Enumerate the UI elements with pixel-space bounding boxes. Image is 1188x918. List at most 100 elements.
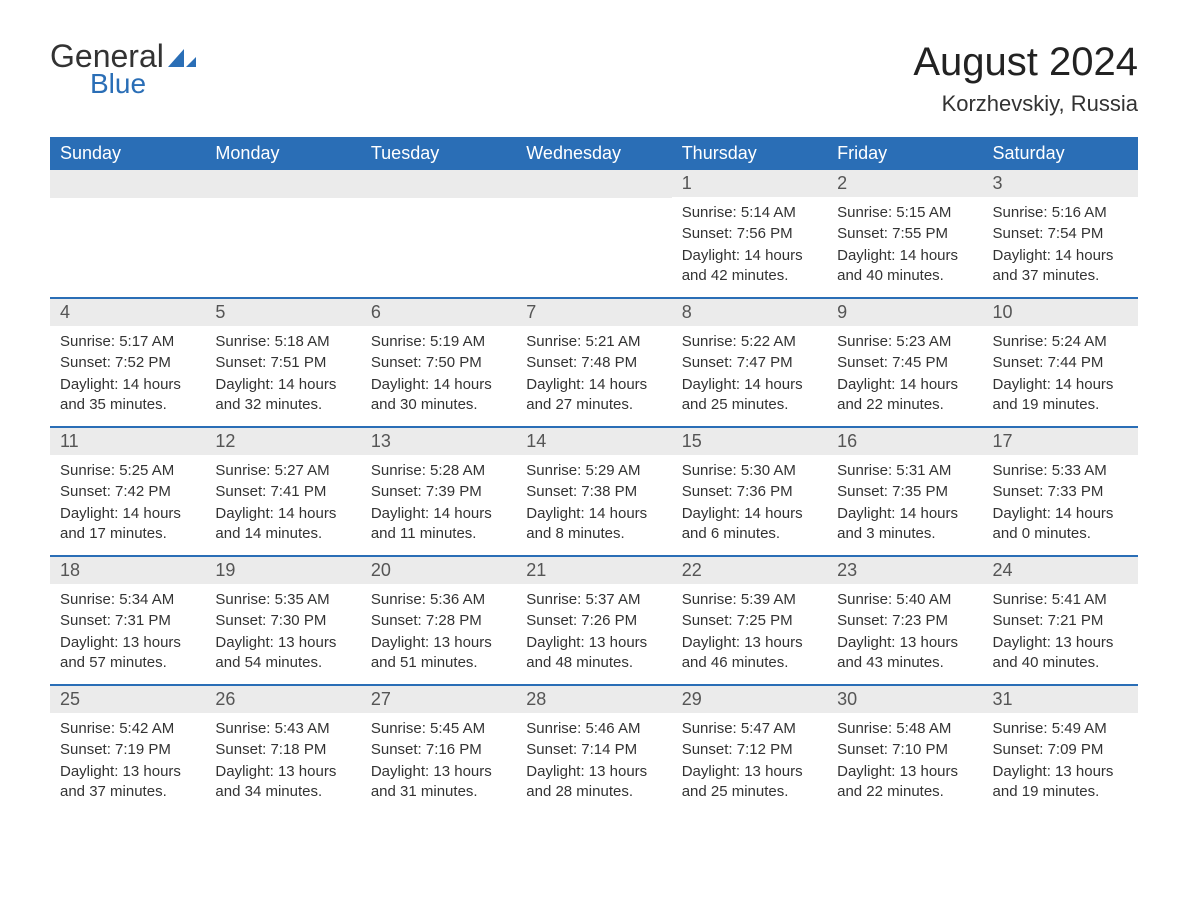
sunset-line: Sunset: 7:47 PM [682,353,817,373]
daylight-line: Daylight: 14 hours and 3 minutes. [837,504,972,545]
sunset-line: Sunset: 7:38 PM [526,482,661,502]
day-cell: 28Sunrise: 5:46 AMSunset: 7:14 PMDayligh… [516,686,671,813]
day-number: 20 [361,557,516,584]
day-body: Sunrise: 5:40 AMSunset: 7:23 PMDaylight:… [827,584,982,673]
day-cell: 31Sunrise: 5:49 AMSunset: 7:09 PMDayligh… [983,686,1138,813]
daylight-line: Daylight: 13 hours and 46 minutes. [682,633,817,674]
daylight-line: Daylight: 14 hours and 0 minutes. [993,504,1128,545]
weekday-wednesday: Wednesday [516,137,671,170]
day-body: Sunrise: 5:19 AMSunset: 7:50 PMDaylight:… [361,326,516,415]
sunrise-line: Sunrise: 5:36 AM [371,590,506,610]
sunrise-line: Sunrise: 5:48 AM [837,719,972,739]
day-body: Sunrise: 5:17 AMSunset: 7:52 PMDaylight:… [50,326,205,415]
day-number: 3 [983,170,1138,197]
sunset-line: Sunset: 7:52 PM [60,353,195,373]
day-cell: 2Sunrise: 5:15 AMSunset: 7:55 PMDaylight… [827,170,982,297]
day-body: Sunrise: 5:39 AMSunset: 7:25 PMDaylight:… [672,584,827,673]
weekday-tuesday: Tuesday [361,137,516,170]
day-cell: 9Sunrise: 5:23 AMSunset: 7:45 PMDaylight… [827,299,982,426]
daylight-line: Daylight: 14 hours and 35 minutes. [60,375,195,416]
sunset-line: Sunset: 7:39 PM [371,482,506,502]
sunrise-line: Sunrise: 5:34 AM [60,590,195,610]
sunrise-line: Sunrise: 5:14 AM [682,203,817,223]
day-number: 21 [516,557,671,584]
sunset-line: Sunset: 7:56 PM [682,224,817,244]
day-body: Sunrise: 5:14 AMSunset: 7:56 PMDaylight:… [672,197,827,286]
day-body: Sunrise: 5:45 AMSunset: 7:16 PMDaylight:… [361,713,516,802]
sunrise-line: Sunrise: 5:29 AM [526,461,661,481]
day-number: 18 [50,557,205,584]
sunset-line: Sunset: 7:44 PM [993,353,1128,373]
day-body: Sunrise: 5:43 AMSunset: 7:18 PMDaylight:… [205,713,360,802]
weeks-container: 1Sunrise: 5:14 AMSunset: 7:56 PMDaylight… [50,170,1138,813]
sunset-line: Sunset: 7:14 PM [526,740,661,760]
day-cell: 25Sunrise: 5:42 AMSunset: 7:19 PMDayligh… [50,686,205,813]
sunrise-line: Sunrise: 5:45 AM [371,719,506,739]
day-cell: 16Sunrise: 5:31 AMSunset: 7:35 PMDayligh… [827,428,982,555]
day-body: Sunrise: 5:28 AMSunset: 7:39 PMDaylight:… [361,455,516,544]
daylight-line: Daylight: 14 hours and 40 minutes. [837,246,972,287]
day-number: 17 [983,428,1138,455]
day-body: Sunrise: 5:33 AMSunset: 7:33 PMDaylight:… [983,455,1138,544]
daylight-line: Daylight: 13 hours and 43 minutes. [837,633,972,674]
day-number: 25 [50,686,205,713]
daylight-line: Daylight: 13 hours and 25 minutes. [682,762,817,803]
day-cell: 19Sunrise: 5:35 AMSunset: 7:30 PMDayligh… [205,557,360,684]
sunrise-line: Sunrise: 5:23 AM [837,332,972,352]
sunrise-line: Sunrise: 5:42 AM [60,719,195,739]
day-cell [361,170,516,297]
week-row: 11Sunrise: 5:25 AMSunset: 7:42 PMDayligh… [50,426,1138,555]
day-number: 6 [361,299,516,326]
day-body: Sunrise: 5:49 AMSunset: 7:09 PMDaylight:… [983,713,1138,802]
sunrise-line: Sunrise: 5:39 AM [682,590,817,610]
sunrise-line: Sunrise: 5:15 AM [837,203,972,223]
weekday-thursday: Thursday [672,137,827,170]
day-cell: 13Sunrise: 5:28 AMSunset: 7:39 PMDayligh… [361,428,516,555]
day-body: Sunrise: 5:16 AMSunset: 7:54 PMDaylight:… [983,197,1138,286]
day-number: 11 [50,428,205,455]
day-number: 31 [983,686,1138,713]
sunset-line: Sunset: 7:25 PM [682,611,817,631]
sunset-line: Sunset: 7:48 PM [526,353,661,373]
daylight-line: Daylight: 13 hours and 40 minutes. [993,633,1128,674]
week-row: 1Sunrise: 5:14 AMSunset: 7:56 PMDaylight… [50,170,1138,297]
sunrise-line: Sunrise: 5:37 AM [526,590,661,610]
daylight-line: Daylight: 13 hours and 48 minutes. [526,633,661,674]
weekday-saturday: Saturday [983,137,1138,170]
daylight-line: Daylight: 14 hours and 37 minutes. [993,246,1128,287]
daylight-line: Daylight: 14 hours and 30 minutes. [371,375,506,416]
day-cell: 18Sunrise: 5:34 AMSunset: 7:31 PMDayligh… [50,557,205,684]
day-body: Sunrise: 5:27 AMSunset: 7:41 PMDaylight:… [205,455,360,544]
weekday-sunday: Sunday [50,137,205,170]
day-body: Sunrise: 5:29 AMSunset: 7:38 PMDaylight:… [516,455,671,544]
day-number: 13 [361,428,516,455]
daylight-line: Daylight: 14 hours and 6 minutes. [682,504,817,545]
day-cell [516,170,671,297]
day-number: 8 [672,299,827,326]
sunset-line: Sunset: 7:31 PM [60,611,195,631]
day-number: 22 [672,557,827,584]
month-title: August 2024 [913,40,1138,85]
day-body: Sunrise: 5:21 AMSunset: 7:48 PMDaylight:… [516,326,671,415]
daylight-line: Daylight: 14 hours and 32 minutes. [215,375,350,416]
sunrise-line: Sunrise: 5:27 AM [215,461,350,481]
sunset-line: Sunset: 7:10 PM [837,740,972,760]
day-body: Sunrise: 5:47 AMSunset: 7:12 PMDaylight:… [672,713,827,802]
calendar: SundayMondayTuesdayWednesdayThursdayFrid… [50,137,1138,813]
sunset-line: Sunset: 7:23 PM [837,611,972,631]
sunrise-line: Sunrise: 5:47 AM [682,719,817,739]
sunrise-line: Sunrise: 5:21 AM [526,332,661,352]
day-cell: 15Sunrise: 5:30 AMSunset: 7:36 PMDayligh… [672,428,827,555]
sunset-line: Sunset: 7:21 PM [993,611,1128,631]
sunrise-line: Sunrise: 5:33 AM [993,461,1128,481]
day-cell: 20Sunrise: 5:36 AMSunset: 7:28 PMDayligh… [361,557,516,684]
day-number: 4 [50,299,205,326]
day-cell: 14Sunrise: 5:29 AMSunset: 7:38 PMDayligh… [516,428,671,555]
day-number: 9 [827,299,982,326]
sunset-line: Sunset: 7:12 PM [682,740,817,760]
sunset-line: Sunset: 7:51 PM [215,353,350,373]
weekday-friday: Friday [827,137,982,170]
sunset-line: Sunset: 7:50 PM [371,353,506,373]
sunrise-line: Sunrise: 5:30 AM [682,461,817,481]
sunset-line: Sunset: 7:09 PM [993,740,1128,760]
